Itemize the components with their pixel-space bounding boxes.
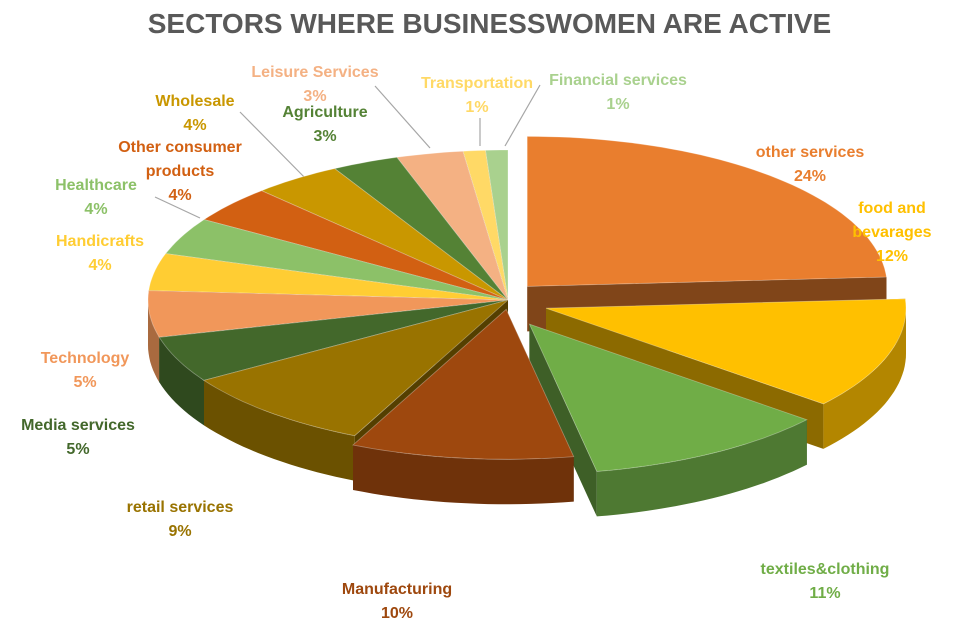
slice-top bbox=[526, 135, 887, 287]
category-label: Healthcare bbox=[55, 177, 137, 194]
value-label: 4% bbox=[88, 257, 112, 274]
slice-top bbox=[396, 150, 509, 301]
value-label: 9% bbox=[168, 523, 192, 540]
category-label: Manufacturing bbox=[341, 581, 453, 598]
category-label: Leisure Services bbox=[251, 64, 379, 81]
data-label: Financial services 1% bbox=[549, 69, 687, 117]
leader-line bbox=[504, 84, 541, 147]
value-label: 5% bbox=[73, 374, 97, 391]
leader-line bbox=[374, 85, 431, 149]
slice-top bbox=[260, 168, 509, 301]
value-label: 10% bbox=[380, 605, 414, 622]
data-label: Transportation 1% bbox=[421, 72, 533, 120]
value-label: 3% bbox=[313, 128, 337, 145]
category-label: Agriculture bbox=[282, 104, 368, 121]
data-label: Technology 5% bbox=[41, 347, 130, 395]
slice-wall bbox=[596, 419, 807, 517]
slice-top bbox=[203, 190, 509, 301]
data-label: Media services 5% bbox=[21, 414, 135, 462]
data-label: other services 24% bbox=[756, 141, 865, 189]
slice-wall bbox=[353, 445, 574, 505]
category-label: textiles&clothing bbox=[760, 561, 890, 578]
category-label: Handicrafts bbox=[55, 233, 145, 250]
slice bbox=[352, 308, 575, 505]
slice-top bbox=[528, 323, 808, 472]
value-label: 1% bbox=[465, 99, 489, 116]
slice-top bbox=[203, 299, 509, 437]
slice-top bbox=[545, 298, 907, 405]
category-label: Wholesale bbox=[155, 93, 235, 110]
category-label: Financial services bbox=[549, 72, 687, 89]
data-label: Manufacturing 10% bbox=[342, 578, 452, 626]
data-label: Agriculture 3% bbox=[282, 101, 367, 149]
slice-top bbox=[352, 308, 575, 460]
slice bbox=[528, 323, 808, 517]
data-label: textiles&clothing 11% bbox=[761, 558, 890, 606]
value-label: 4% bbox=[168, 187, 192, 204]
value-label: 1% bbox=[606, 96, 630, 113]
category-label: Technology bbox=[40, 350, 130, 367]
category-label: Media services bbox=[21, 417, 135, 434]
value-label: 24% bbox=[793, 168, 827, 185]
slice-top bbox=[148, 253, 509, 301]
leader-line bbox=[154, 196, 201, 219]
category-label: retail services bbox=[126, 499, 234, 516]
slice-side bbox=[529, 324, 597, 517]
value-label: 4% bbox=[84, 201, 108, 218]
data-label: food and bevarages 12% bbox=[849, 197, 936, 269]
data-label: Handicrafts 4% bbox=[56, 230, 144, 278]
category-label: Transportation bbox=[420, 75, 534, 92]
slice-top bbox=[164, 219, 509, 301]
value-label: 12% bbox=[875, 248, 909, 265]
category-label: food and bevarages bbox=[852, 200, 932, 241]
data-label: Leisure Services 3% bbox=[251, 61, 378, 109]
data-label: retail services 9% bbox=[127, 496, 234, 544]
data-label: Other consumer products 4% bbox=[105, 136, 255, 208]
slice-top bbox=[333, 156, 509, 301]
slice-wall bbox=[823, 308, 906, 449]
data-label: Wholesale 4% bbox=[155, 90, 234, 138]
slice-wall bbox=[204, 380, 355, 481]
category-label: other services bbox=[755, 144, 865, 161]
value-label: 11% bbox=[809, 585, 841, 602]
leader-lines bbox=[154, 84, 541, 219]
leader-line bbox=[239, 111, 313, 186]
value-label: 4% bbox=[183, 117, 207, 134]
slice-top bbox=[147, 290, 509, 338]
slice-wall bbox=[148, 300, 160, 383]
slice-wall bbox=[159, 337, 204, 426]
data-label: Healthcare 4% bbox=[55, 174, 137, 222]
slice-top bbox=[158, 299, 509, 381]
value-label: 5% bbox=[66, 441, 90, 458]
category-label: Other consumer products bbox=[118, 139, 242, 180]
chart-title: SECTORS WHERE BUSINESSWOMEN ARE ACTIVE bbox=[147, 8, 832, 39]
value-label: 3% bbox=[303, 88, 327, 105]
